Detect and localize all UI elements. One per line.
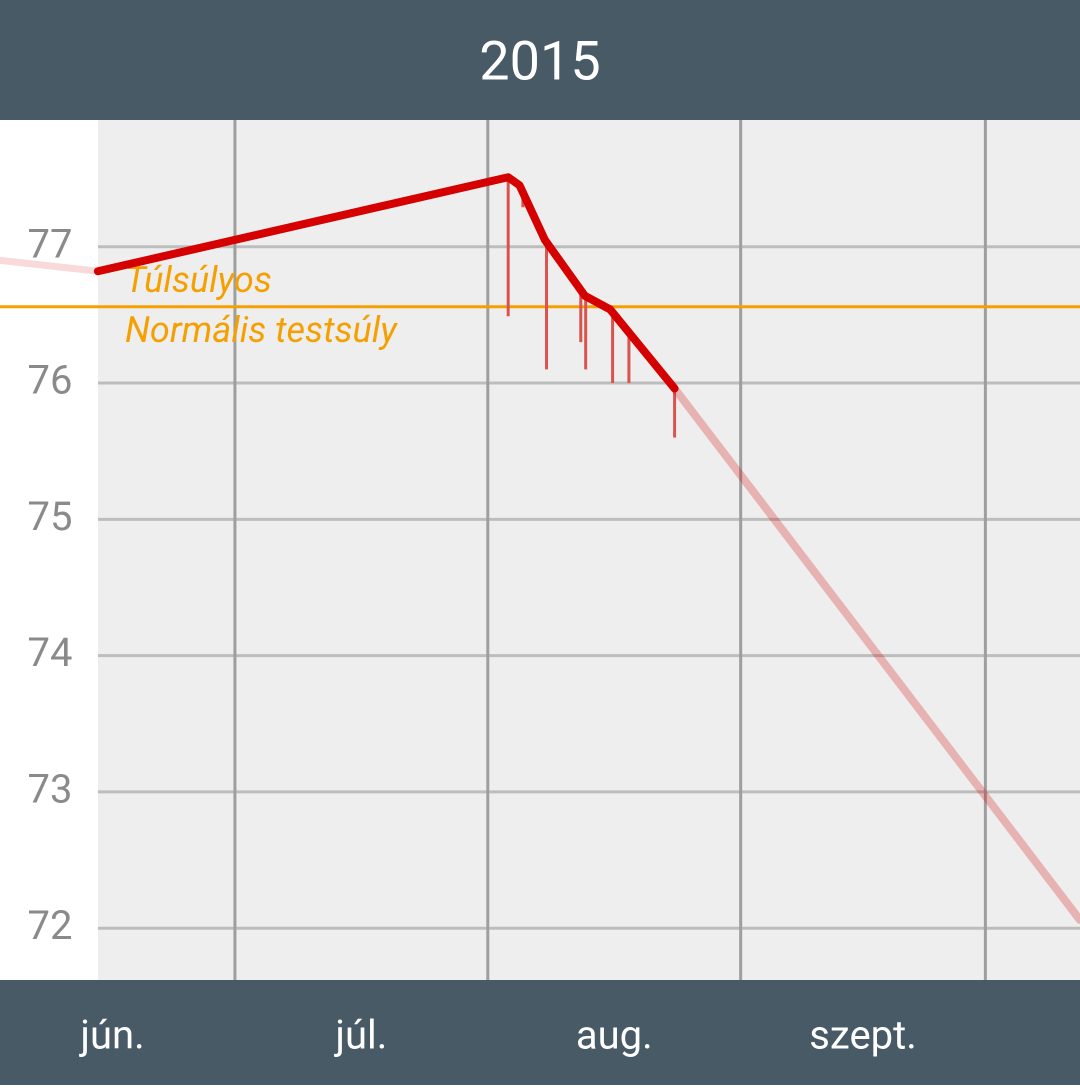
header: [0, 0, 1080, 120]
threshold-label: Túlsúlyos: [125, 259, 272, 301]
y-tick-label: 76: [28, 357, 73, 404]
x-tick-label: júl.: [333, 1012, 387, 1059]
y-axis-panel: [0, 120, 98, 980]
chart-title: 2015: [479, 30, 600, 93]
plot-background: [98, 120, 1080, 980]
x-tick-label: aug.: [576, 1012, 653, 1059]
y-tick-label: 72: [28, 902, 73, 949]
x-axis: jún. júl. aug. szept.: [78, 1012, 916, 1059]
weight-line: [670, 384, 1080, 925]
x-tick-label: jún.: [78, 1012, 144, 1059]
y-tick-label: 74: [28, 629, 73, 676]
weight-line: [93, 173, 679, 393]
threshold-label: Normális testsúly: [125, 309, 398, 351]
x-tick-label: szept.: [809, 1012, 916, 1059]
footer: [0, 980, 1080, 1085]
y-tick-label: 75: [28, 493, 73, 540]
weight-line: [0, 256, 102, 275]
y-tick-label: 77: [28, 220, 73, 267]
y-tick-label: 73: [28, 765, 73, 812]
plot: 72 73 74 75 76 77 Túlsúlyos Normális testsúly: [0, 120, 1080, 980]
